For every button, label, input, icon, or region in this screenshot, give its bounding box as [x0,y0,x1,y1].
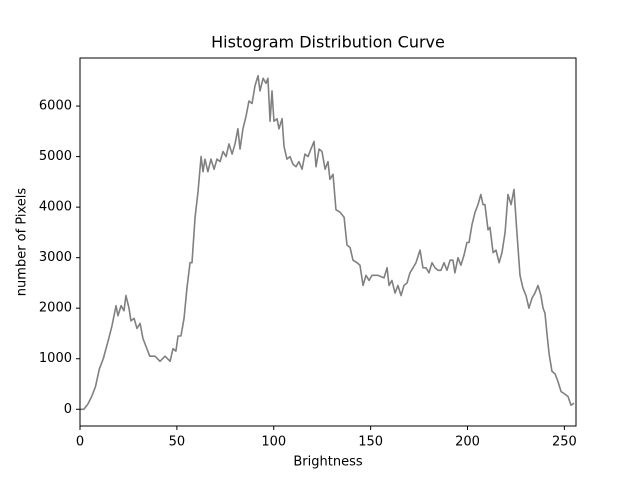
y-tick-label: 4000 [39,200,72,215]
plot-frame [79,57,577,427]
chart-title: Histogram Distribution Curve [211,33,445,52]
x-tick-label: 100 [261,435,286,450]
y-tick-label: 3000 [39,250,72,265]
data-line [80,74,575,411]
y-axis-label: number of Pixels [15,188,30,297]
x-tick-label: 150 [358,435,383,450]
y-tick-label: 0 [64,402,72,417]
x-tick-label: 200 [455,435,480,450]
y-tick-label: 1000 [39,351,72,366]
y-tick-label: 6000 [39,99,72,114]
x-tick-label: 50 [169,435,186,450]
y-tick-label: 2000 [39,301,72,316]
x-tick-label: 0 [76,435,84,450]
x-axis-label: Brightness [293,455,362,470]
y-tick-label: 5000 [39,149,72,164]
x-tick-label: 250 [552,435,577,450]
